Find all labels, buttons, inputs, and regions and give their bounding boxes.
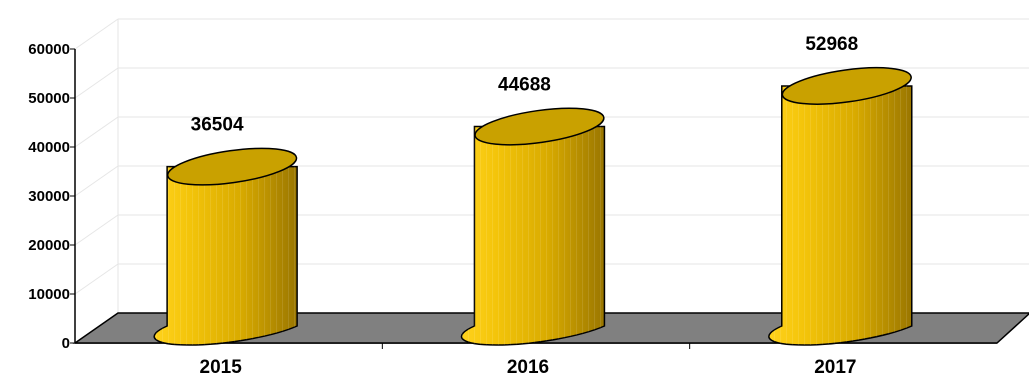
bar-top — [166, 147, 298, 186]
x-tick-label-2017: 2017 — [814, 357, 856, 378]
x-tick-label-2015: 2015 — [200, 357, 243, 378]
y-tick-label: 60000 — [28, 41, 70, 58]
bar-top — [781, 66, 912, 105]
data-label-2015: 36504 — [191, 115, 244, 136]
gridline-wall — [74, 67, 119, 99]
gridline-wall — [74, 165, 119, 197]
bar-shading — [154, 166, 298, 346]
y-tick-label: 50000 — [28, 90, 70, 107]
data-label-2017: 52968 — [805, 34, 858, 55]
data-labels: 36504 44688 52968 — [191, 34, 859, 136]
x-tick-labels: 2015 2016 2017 — [200, 357, 857, 378]
y-tick-label: 10000 — [28, 286, 70, 303]
data-label-2016: 44688 — [498, 75, 551, 96]
gridline-wall — [74, 263, 119, 295]
x-tick-label-2016: 2016 — [507, 357, 549, 378]
bar-2016 — [460, 107, 606, 346]
gridline-wall — [74, 214, 119, 246]
bar-shading — [768, 85, 912, 346]
y-tick-label: 40000 — [28, 139, 70, 156]
y-tick-label: 0 — [62, 335, 70, 352]
y-tick-label: 30000 — [28, 188, 70, 205]
bar-shading — [461, 126, 605, 346]
gridline-wall — [74, 18, 119, 50]
bar-2015 — [153, 147, 298, 346]
gridline-wall — [74, 116, 119, 148]
bars — [153, 66, 913, 346]
bar-2017 — [768, 66, 913, 346]
bar-top — [474, 107, 605, 146]
y-tick-labels: 0 10000 20000 30000 40000 50000 60000 — [28, 41, 70, 352]
y-tick-label: 20000 — [28, 237, 70, 254]
